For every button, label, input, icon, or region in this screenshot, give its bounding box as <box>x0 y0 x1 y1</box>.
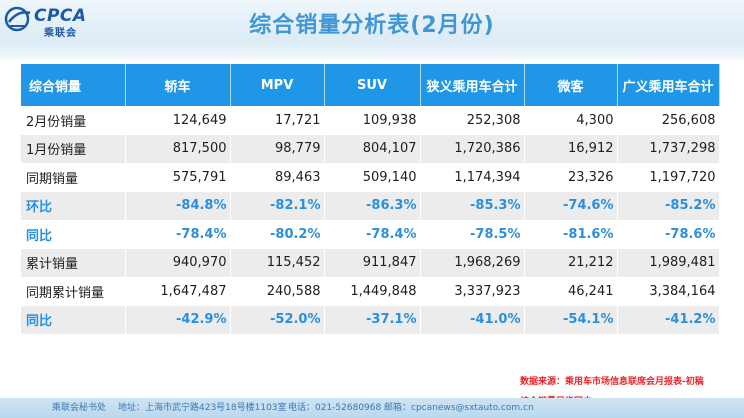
table-cell: -41.0% <box>420 305 525 334</box>
footer-org: 乘联会秘书处 <box>52 403 107 413</box>
table-cell: -81.6% <box>524 220 618 249</box>
table-row: 累计销量 940,970 115,452 911,847 1,968,269 2… <box>21 248 720 277</box>
table-cell: -85.3% <box>420 191 525 220</box>
table-cell: 98,779 <box>230 134 325 163</box>
table-cell: 89,463 <box>230 163 325 192</box>
table-cell: 940,970 <box>125 248 231 277</box>
table-cell: 1,968,269 <box>420 248 525 277</box>
table-cell: -85.2% <box>617 191 720 220</box>
table-cell: 46,241 <box>524 277 618 306</box>
table-cell: -52.0% <box>230 305 325 334</box>
table-cell: -78.4% <box>324 220 421 249</box>
table-row: 同期累计销量 1,647,487 240,588 1,449,848 3,337… <box>21 277 720 306</box>
table-cell: 240,588 <box>230 277 325 306</box>
table-cell: 911,847 <box>324 248 421 277</box>
table-cell: 1,989,481 <box>617 248 720 277</box>
table-cell: 1,647,487 <box>125 277 231 306</box>
table-cell: 1,737,298 <box>617 134 720 163</box>
table-row: 2月份销量 124,649 17,721 109,938 252,308 4,3… <box>21 106 720 135</box>
table-cell: 3,384,164 <box>617 277 720 306</box>
table-cell: 3,337,923 <box>420 277 525 306</box>
footer-address: 地址：上海市武宁路423号18号楼1103室 <box>118 403 287 413</box>
table-cell: 23,326 <box>524 163 618 192</box>
page-title: 综合销量分析表(2月份) <box>249 13 495 38</box>
table-cell: -78.6% <box>617 220 720 249</box>
table-cell: -78.4% <box>125 220 231 249</box>
table-cell: -78.5% <box>420 220 525 249</box>
table-cell: -41.2% <box>617 305 720 334</box>
footer-email[interactable]: 邮箱：cpcanews@sxtauto.com.cn <box>384 403 534 413</box>
table-cell: 252,308 <box>420 106 525 135</box>
row-label: 同比 <box>21 305 126 334</box>
column-header: 综合销量 <box>21 64 126 106</box>
table-cell: 256,608 <box>617 106 720 135</box>
table-cell: 115,452 <box>230 248 325 277</box>
table-cell: -86.3% <box>324 191 421 220</box>
table-cell: 124,649 <box>125 106 231 135</box>
table-row: 同期销量 575,791 89,463 509,140 1,174,394 23… <box>21 163 720 192</box>
table-cell: 17,721 <box>230 106 325 135</box>
table-cell: 21,212 <box>524 248 618 277</box>
table-cell: -37.1% <box>324 305 421 334</box>
table-cell: 804,107 <box>324 134 421 163</box>
table-row: 同比 -42.9% -52.0% -37.1% -41.0% -54.1% -4… <box>21 305 720 334</box>
table-cell: 1,449,848 <box>324 277 421 306</box>
table-cell: -82.1% <box>230 191 325 220</box>
logo-text: CPCA <box>34 6 87 26</box>
footer-bar: 乘联会秘书处 地址：上海市武宁路423号18号楼1103室 电话：021-526… <box>0 398 744 418</box>
row-label: 同期累计销量 <box>21 277 126 306</box>
row-label: 同比 <box>21 220 126 249</box>
column-header: 狭义乘用车合计 <box>420 64 525 106</box>
table-cell: 1,197,720 <box>617 163 720 192</box>
table-row: 环比 -84.8% -82.1% -86.3% -85.3% -74.6% -8… <box>21 191 720 220</box>
row-label: 环比 <box>21 191 126 220</box>
row-label: 同期销量 <box>21 163 126 192</box>
row-label: 1月份销量 <box>21 134 126 163</box>
cpca-badge-icon <box>4 6 31 32</box>
column-header: 广义乘用车合计 <box>617 64 720 106</box>
footer-phone: 电话：021-52680968 <box>288 403 382 413</box>
table-cell: 1,720,386 <box>420 134 525 163</box>
row-label: 累计销量 <box>21 248 126 277</box>
column-header: 轿车 <box>125 64 231 106</box>
table-cell: 16,912 <box>524 134 618 163</box>
table-row: 同比 -78.4% -80.2% -78.4% -78.5% -81.6% -7… <box>21 220 720 249</box>
table-cell: 817,500 <box>125 134 231 163</box>
column-header: MPV <box>230 64 325 106</box>
table-cell: -84.8% <box>125 191 231 220</box>
column-header: 微客 <box>524 64 618 106</box>
table-cell: 1,174,394 <box>420 163 525 192</box>
table-cell: -80.2% <box>230 220 325 249</box>
sales-table: 综合销量 轿车 MPV SUV 狭义乘用车合计 微客 广义乘用车合计 2月份销量… <box>21 64 720 334</box>
table-row: 1月份销量 817,500 98,779 804,107 1,720,386 1… <box>21 134 720 163</box>
table-header-row: 综合销量 轿车 MPV SUV 狭义乘用车合计 微客 广义乘用车合计 <box>21 64 720 106</box>
row-label: 2月份销量 <box>21 106 126 135</box>
table-cell: 4,300 <box>524 106 618 135</box>
data-source-note: 数据来源：乘用车市场信息联席会月报表-初稿 <box>520 377 704 387</box>
sales-table-container: 综合销量 轿车 MPV SUV 狭义乘用车合计 微客 广义乘用车合计 2月份销量… <box>21 64 720 370</box>
table-cell: 575,791 <box>125 163 231 192</box>
cpca-logo: CPCA 乘联会 <box>4 4 112 39</box>
table-cell: 109,938 <box>324 106 421 135</box>
table-cell: -54.1% <box>524 305 618 334</box>
header-band <box>0 0 744 60</box>
table-cell: -42.9% <box>125 305 231 334</box>
table-cell: -74.6% <box>524 191 618 220</box>
logo-chinese-name: 乘联会 <box>44 28 77 39</box>
column-header: SUV <box>324 64 421 106</box>
table-cell: 509,140 <box>324 163 421 192</box>
